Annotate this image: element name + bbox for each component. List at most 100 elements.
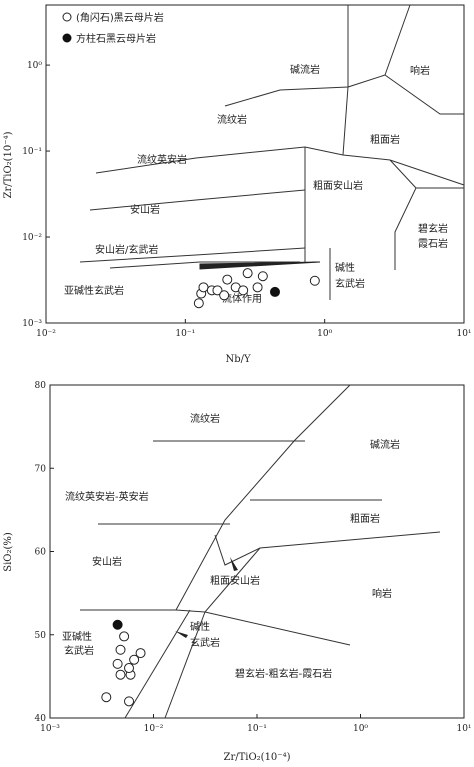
boundary-alkali-left <box>164 611 206 719</box>
data-point-open <box>124 663 135 674</box>
data-point-open <box>112 658 123 669</box>
data-point-open <box>212 285 223 296</box>
data-point-open <box>115 669 126 680</box>
chart-2-axis-ticks: 10⁻³ 10⁻² 10⁻¹ 10⁰ 10¹ 40 50 60 70 80 <box>35 381 472 734</box>
chart-2-y-axis-label: SiO₂(%) <box>3 532 14 572</box>
boundary-andesite-basalt <box>79 247 306 263</box>
field-label-phonolite: 响岩 <box>410 64 430 77</box>
y-tick-label: 80 <box>35 381 47 391</box>
legend-label-amphibole-biotite-schist: (角闪石)黑云母片岩 <box>76 11 164 24</box>
data-point-open <box>135 648 146 659</box>
field-label-rhyodacite-dacite: 流纹英安岩-英安岩 <box>65 490 149 503</box>
boundary-main-diagonal <box>175 384 351 611</box>
field-label-comendite: 碱流岩 <box>370 438 400 451</box>
y-tick-label: 10⁻² <box>22 233 42 243</box>
field-label-trachyte: 粗面岩 <box>370 133 400 146</box>
legend-label-scapolite-biotite-schist: 方柱石黑云母片岩 <box>76 32 156 45</box>
arrow-alkali-basalt <box>175 631 188 638</box>
field-label-subalkaline-basalt: 亚碱性玄武岩 <box>64 284 124 297</box>
chart-1-legend: (角闪石)黑云母片岩 方柱石黑云母片岩 <box>62 11 164 45</box>
x-tick-label: 10⁻¹ <box>175 329 195 339</box>
data-point-filled <box>112 619 123 630</box>
field-label-alkaline: 碱性 <box>190 620 210 633</box>
data-point-open <box>129 654 140 665</box>
chart-2-arrows <box>175 557 238 638</box>
chart-1-y-axis-label: Zr/TiO₂(10⁻⁴) <box>3 131 14 198</box>
field-label-fluid-action: 流体作用 <box>222 292 262 305</box>
field-label-nephelinite: 霞石岩 <box>418 237 448 250</box>
fluid-action-arrow <box>199 261 321 270</box>
boundary-rhyodacite-upper <box>95 146 344 174</box>
field-label-trachyandesite: 粗面安山岩 <box>210 574 260 587</box>
chart-2: 流纹岩 碱流岩 流纹英安岩-英安岩 粗面岩 安山岩 粗面安山岩 响岩 亚碱性 玄… <box>3 381 472 763</box>
boundary-subalkaline-basalt <box>109 261 300 269</box>
boundary-rhyolite-trachyte <box>342 86 349 156</box>
field-label-basanite-nephelinite: 碧玄岩-粗玄岩-霞石岩 <box>235 667 332 680</box>
y-tick-label: 10⁻¹ <box>22 147 42 157</box>
x-tick-label: 10¹ <box>456 329 471 339</box>
x-tick-label: 10¹ <box>456 724 471 734</box>
field-label-basalt: 玄武岩 <box>335 277 365 290</box>
x-tick-label: 10⁻² <box>36 329 56 339</box>
y-tick-label: 70 <box>35 464 47 474</box>
chart-1-x-axis-label: Nb/Y <box>225 354 251 365</box>
y-tick-label: 40 <box>35 714 47 724</box>
boundary-phonolite-trachyte <box>384 74 464 115</box>
field-label-alkali-basalt: 玄武岩 <box>190 636 220 649</box>
data-point-open <box>198 282 209 293</box>
boundary-comendite-phonolite <box>347 4 411 88</box>
boundary-andesite-trachyandesite <box>214 531 441 566</box>
boundary-alkali-basalt-lower <box>204 611 351 646</box>
x-tick-label: 10⁰ <box>317 329 332 339</box>
data-point-open <box>219 290 230 301</box>
data-point-open <box>252 282 263 293</box>
field-label-subalkaline: 亚碱性 <box>62 630 92 643</box>
field-label-alkaline: 碱性 <box>335 261 355 274</box>
data-point-open <box>193 298 204 309</box>
data-point-open <box>124 696 135 707</box>
field-label-rhyolite: 流纹岩 <box>190 412 220 425</box>
x-tick-label: 10⁻³ <box>40 724 60 734</box>
field-label-andesite: 安山岩 <box>92 555 122 568</box>
boundary-subalkaline-diagonal <box>124 609 191 719</box>
data-point-filled <box>269 286 280 297</box>
y-tick-label: 60 <box>35 548 47 558</box>
field-label-subalkaline-basalt: 玄武岩 <box>64 644 94 657</box>
boundary-trachyandesite-right <box>389 159 417 270</box>
field-label-rhyodacite: 流纹英安岩 <box>137 153 187 166</box>
field-label-andesite: 安山岩 <box>130 203 160 216</box>
data-point-open <box>242 268 253 279</box>
chart-1-field-boundaries <box>79 4 465 300</box>
legend-open-circle-symbol <box>62 12 72 22</box>
field-label-basanite: 碧玄岩 <box>418 222 448 235</box>
field-label-rhyolite: 流纹岩 <box>217 113 247 126</box>
boundary-andesite-upper <box>89 189 306 211</box>
field-label-andesite-basalt: 安山岩/玄武岩 <box>95 243 158 256</box>
data-point-open <box>119 631 130 642</box>
data-point-open <box>222 274 233 285</box>
chart-1-field-labels: 碱流岩 响岩 流纹岩 粗面岩 流纹英安岩 粗面安山岩 安山岩 碧玄岩 霞石岩 安… <box>64 63 448 305</box>
chart-2-field-boundaries <box>80 384 441 719</box>
arrow-trachyandesite <box>230 557 238 571</box>
data-point-open <box>115 644 126 655</box>
field-label-trachyandesite: 粗面安山岩 <box>313 179 363 192</box>
data-point-open <box>257 271 268 282</box>
data-point-open <box>101 692 112 703</box>
chart-1-plot-frame <box>45 4 465 324</box>
y-tick-label: 50 <box>35 631 47 641</box>
field-label-phonolite: 响岩 <box>372 587 392 600</box>
chart-1-data-points <box>193 268 320 309</box>
boundary-comendite-rhyolite <box>224 86 349 107</box>
chart-1: (角闪石)黑云母片岩 方柱石黑云母片岩 碱流岩 响岩 <box>3 4 472 365</box>
y-tick-label: 10⁰ <box>27 61 42 71</box>
chart-2-x-axis-label: Zr/TiO₂(10⁻⁴) <box>224 752 291 763</box>
data-point-open <box>238 285 249 296</box>
field-label-comendite: 碱流岩 <box>290 63 320 76</box>
data-point-open <box>309 275 320 286</box>
y-tick-label: 10⁻³ <box>22 319 42 329</box>
x-tick-label: 10⁻² <box>144 724 164 734</box>
chart-2-data-points <box>101 619 146 707</box>
x-tick-label: 10⁰ <box>353 724 368 734</box>
